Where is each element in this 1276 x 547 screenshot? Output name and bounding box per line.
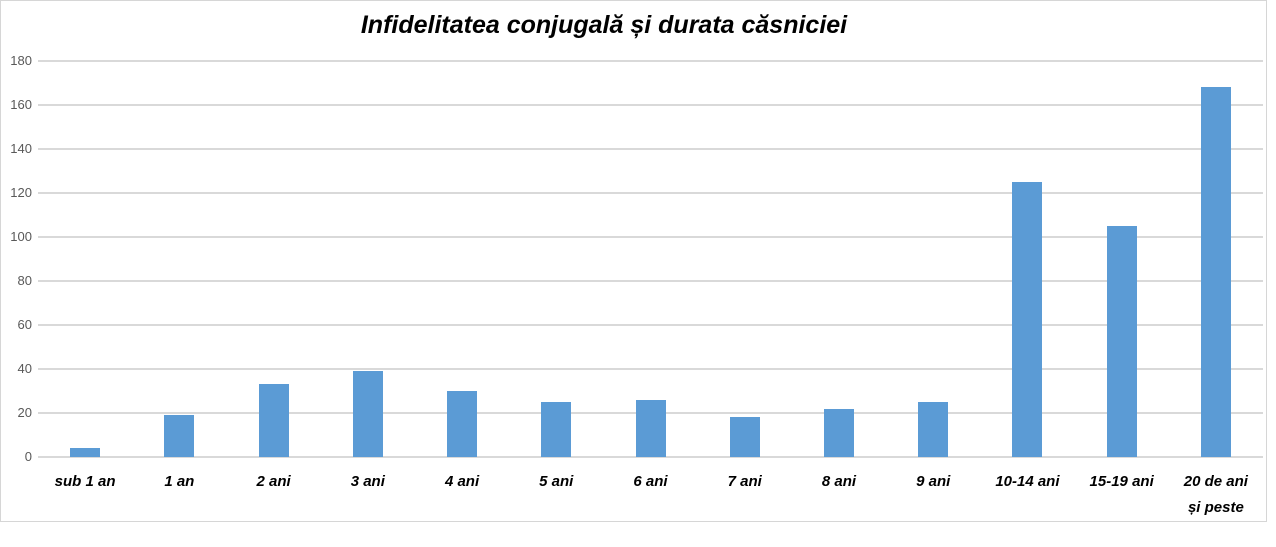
y-tick-label-180: 180 (10, 53, 32, 68)
y-tick-label-100: 100 (10, 229, 32, 244)
y-tick-label-160: 160 (10, 97, 32, 112)
y-tick-label-120: 120 (10, 185, 32, 200)
x-category-label: 5 ani (539, 473, 574, 490)
gridline-160 (38, 104, 1263, 106)
x-category-label: sub 1 an (54, 473, 116, 490)
x-category-label: 1 an (164, 473, 195, 490)
x-category-label: 7 ani (727, 473, 762, 490)
x-category-label: 20 de ani și peste (1183, 473, 1248, 516)
bar-15-19-ani (1106, 226, 1137, 457)
x-category-label: 8 ani (821, 473, 857, 490)
bar-5-ani (541, 402, 572, 457)
gridline-140 (38, 148, 1263, 150)
bar-20-de-ani-și-peste (1200, 87, 1231, 457)
x-category-label: 15-19 ani (1089, 473, 1154, 490)
bar-4-ani (447, 391, 478, 457)
y-tick-label-80: 80 (17, 273, 32, 288)
gridline-80 (38, 280, 1263, 282)
x-category-label: 10-14 ani (995, 473, 1060, 490)
bar-sub-1-an (70, 448, 101, 457)
y-tick-label-140: 140 (10, 141, 32, 156)
gridline-180 (38, 60, 1263, 62)
gridline-120 (38, 192, 1263, 194)
chart-frame: Infidelitatea conjugală și durata căsnic… (0, 0, 1267, 522)
bar-1-an (164, 415, 195, 457)
gridline-100 (38, 236, 1263, 238)
bar-2-ani (258, 384, 289, 457)
y-tick-label-40: 40 (17, 361, 32, 376)
gridline-60 (38, 324, 1263, 326)
bar-6-ani (635, 399, 666, 457)
gridline-0 (38, 456, 1263, 458)
bar-10-14-ani (1012, 182, 1043, 457)
gridline-40 (38, 368, 1263, 370)
x-category-label: 3 ani (350, 473, 385, 490)
bar-8-ani (823, 408, 854, 457)
y-tick-label-20: 20 (17, 405, 32, 420)
chart-title: Infidelitatea conjugală și durata căsnic… (360, 11, 848, 39)
y-tick-label-60: 60 (17, 317, 32, 332)
bar-9-ani (918, 402, 949, 457)
bar-7-ani (729, 417, 760, 457)
x-category-label: 4 ani (444, 473, 480, 490)
x-category-label: 9 ani (916, 473, 951, 490)
y-tick-label-0: 0 (24, 449, 32, 464)
bar-3-ani (352, 371, 383, 457)
x-category-label: 6 ani (633, 473, 668, 490)
x-category-label: 2 ani (256, 473, 291, 490)
